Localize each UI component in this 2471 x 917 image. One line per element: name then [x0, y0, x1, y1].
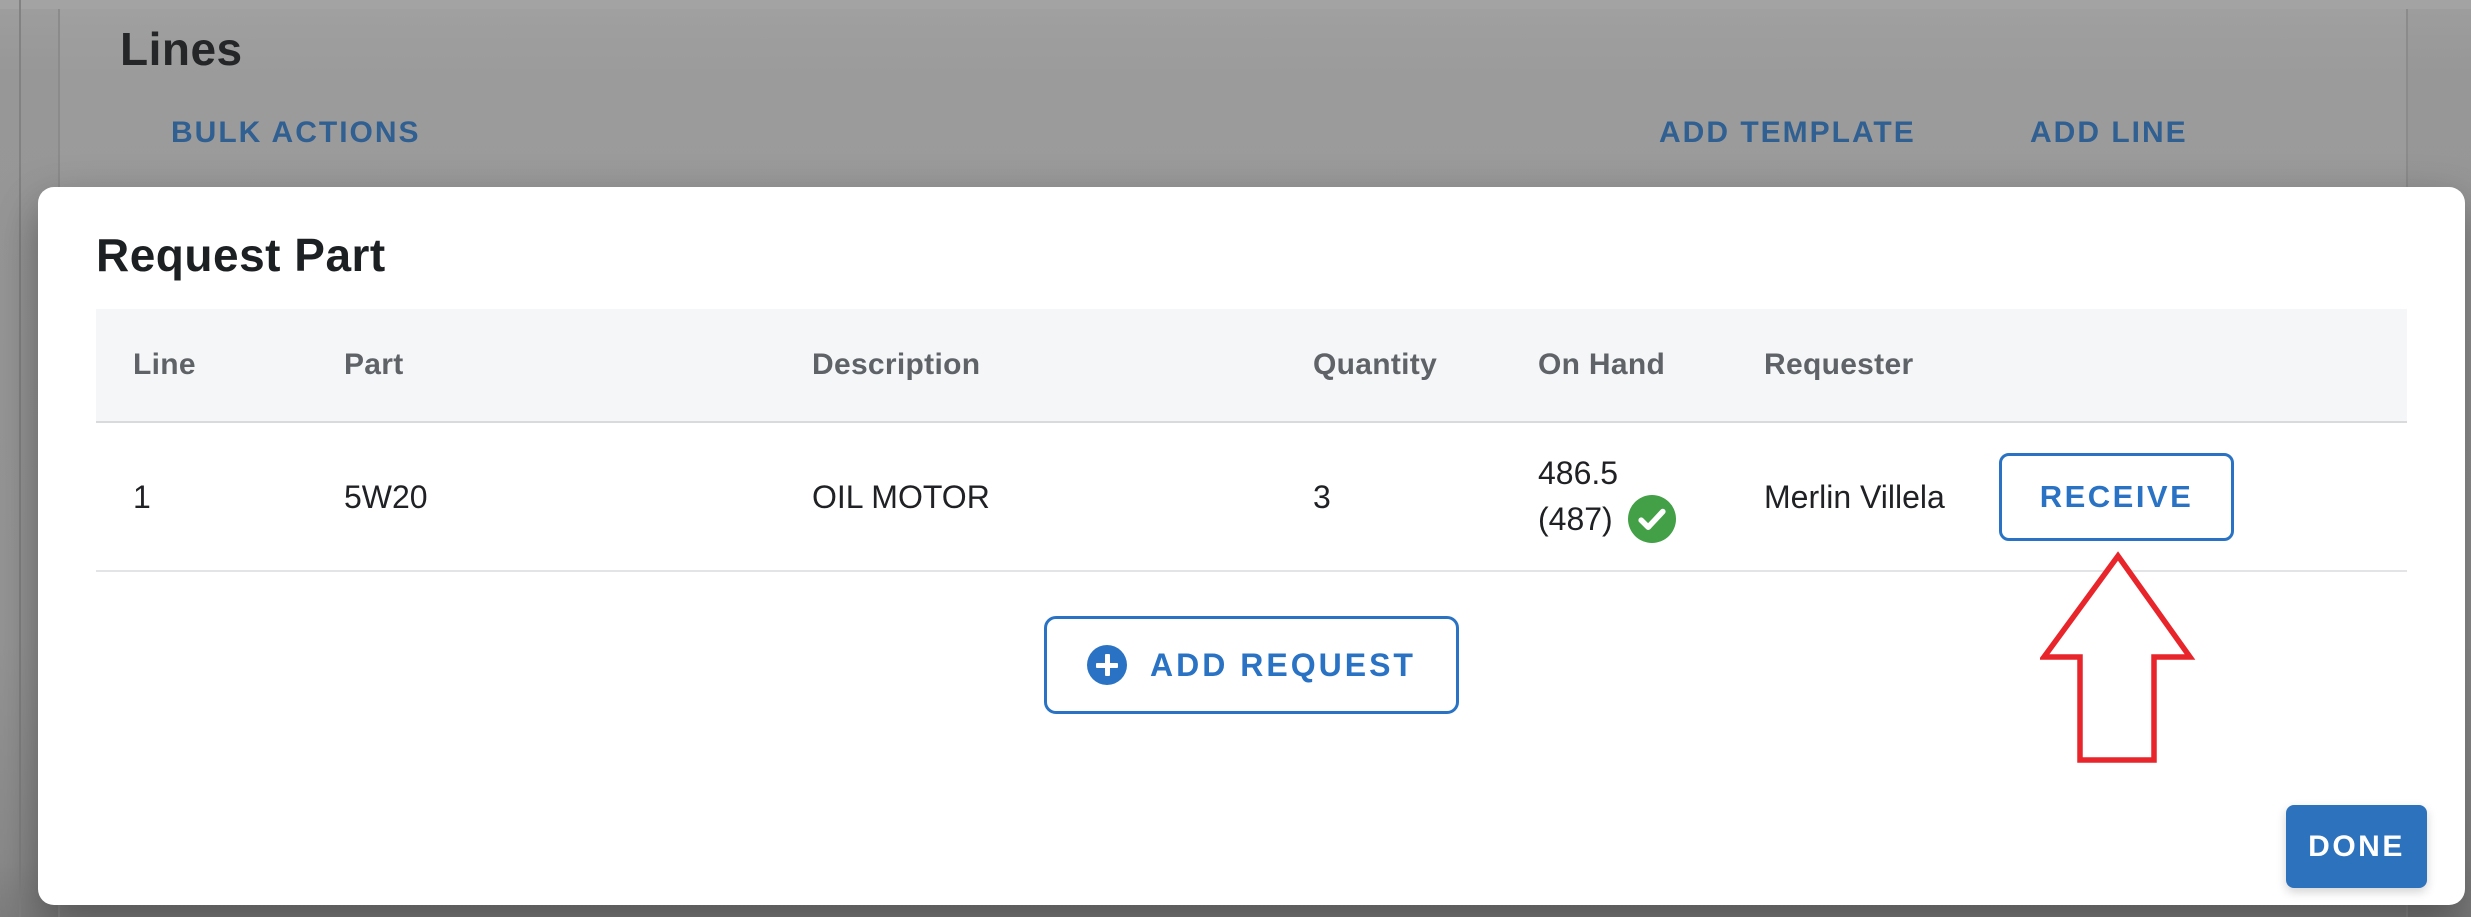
page-top-strip: [0, 0, 2471, 9]
cell-on-hand: 486.5 (487): [1501, 451, 1727, 543]
plus-circle-icon: [1087, 645, 1128, 685]
column-header-description: Description: [812, 348, 981, 381]
add-request-label: ADD REQUEST: [1150, 646, 1416, 683]
cell-line-number: 1: [133, 478, 151, 515]
column-header-requester: Requester: [1764, 348, 1914, 381]
cell-quantity: 3: [1313, 478, 1331, 515]
lines-section-title: Lines: [120, 23, 243, 75]
request-part-table: Line Part Description Quantity On Hand R…: [96, 309, 2407, 572]
cell-description: OIL MOTOR: [812, 478, 990, 515]
on-hand-value: 486.5: [1538, 454, 1619, 491]
cell-actions: RECEIVE: [1962, 452, 2407, 541]
column-header-on-hand: On Hand: [1538, 348, 1666, 381]
check-circle-icon: [1627, 494, 1676, 543]
table-row: 1 5W20 OIL MOTOR 3 486.5 (487) Merlin Vi…: [96, 423, 2407, 572]
dialog-title: Request Part: [96, 229, 386, 281]
page-left-divider: [19, 0, 21, 917]
request-part-dialog: Request Part Line Part Description Quant…: [38, 187, 2465, 905]
add-request-area: ADD REQUEST: [96, 616, 2407, 714]
done-button[interactable]: DONE: [2286, 805, 2427, 888]
receive-button[interactable]: RECEIVE: [1999, 452, 2234, 541]
add-line-button[interactable]: ADD LINE: [2030, 116, 2188, 149]
column-header-part: Part: [344, 348, 404, 381]
add-request-button[interactable]: ADD REQUEST: [1044, 616, 1459, 714]
cell-requester: Merlin Villela: [1764, 478, 1945, 515]
on-hand-available: (487): [1538, 500, 1613, 537]
column-header-line: Line: [133, 348, 196, 381]
table-header-row: Line Part Description Quantity On Hand R…: [96, 309, 2407, 423]
bulk-actions-button[interactable]: BULK ACTIONS: [171, 116, 421, 149]
column-header-quantity: Quantity: [1313, 348, 1438, 381]
add-template-button[interactable]: ADD TEMPLATE: [1659, 116, 1916, 149]
cell-part-number: 5W20: [344, 478, 428, 515]
